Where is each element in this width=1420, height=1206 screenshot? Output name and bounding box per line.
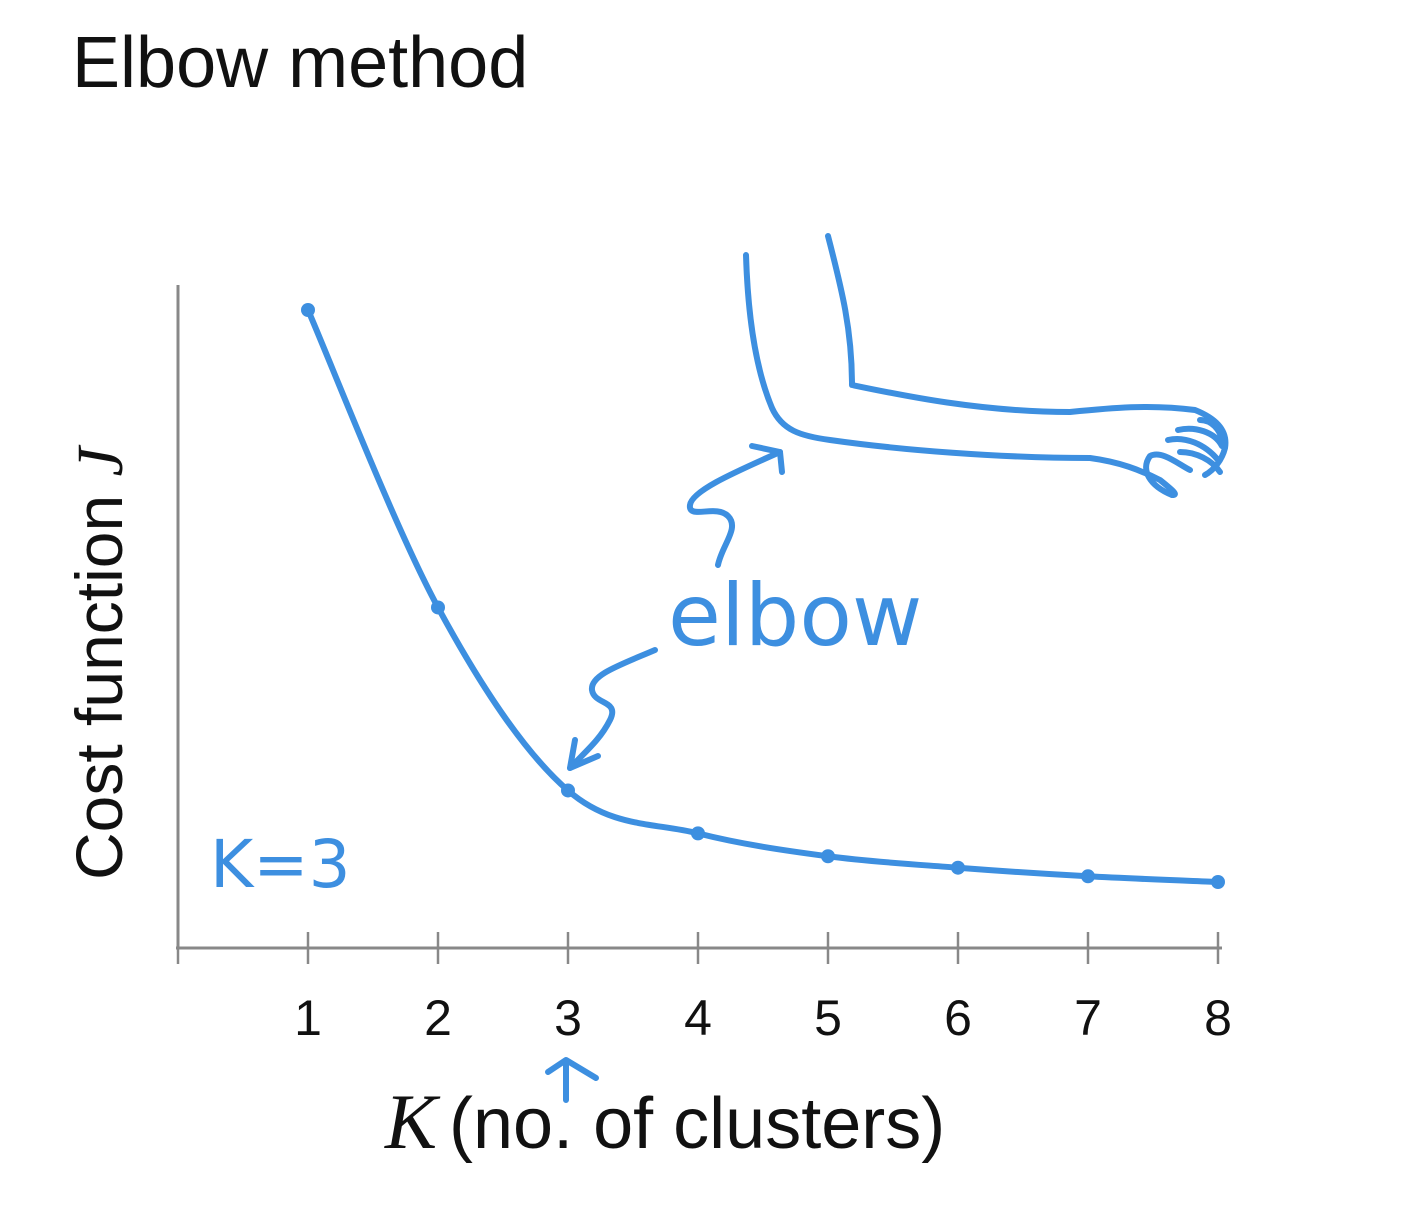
x-tick-label-1: 1	[294, 990, 322, 1046]
arrow-head-arm-elbow	[749, 443, 785, 475]
x-tick-label-7: 7	[1074, 990, 1102, 1046]
x-axis-label-var: K	[384, 1078, 441, 1165]
data-point-k5	[821, 849, 835, 864]
k-choice-annotation-label: K=3	[210, 826, 351, 903]
x-tick-label-5: 5	[814, 990, 842, 1046]
arrow-to-arm-elbow	[687, 449, 783, 568]
x-tick-labels: 1 2 3 4 5 6 7 8	[294, 990, 1232, 1046]
page-title: Elbow method	[72, 23, 529, 103]
x-tick-label-3: 3	[554, 990, 582, 1046]
y-axis-label: Cost function J	[62, 444, 137, 880]
arrow-head-curve-elbow	[567, 737, 601, 771]
x-axis-label-text: (no. of clusters)	[449, 1084, 945, 1164]
x-tick-label-2: 2	[424, 990, 452, 1046]
data-point-k7	[1081, 869, 1095, 884]
data-point-k1	[301, 303, 315, 317]
arrow-to-curve-elbow	[567, 647, 658, 771]
y-axis-label-text: Cost function	[62, 476, 136, 880]
data-point-k2	[431, 600, 445, 615]
y-axis-label-var: J	[64, 444, 137, 476]
x-ticks	[176, 932, 1220, 964]
arm-drawing	[743, 233, 1229, 498]
data-point-k4	[691, 826, 705, 841]
x-tick-label-6: 6	[944, 990, 972, 1046]
data-point-k6	[951, 860, 965, 875]
arrow-to-k3-tick	[545, 1057, 599, 1103]
data-point-k8	[1211, 875, 1225, 889]
x-tick-label-8: 8	[1204, 990, 1232, 1046]
data-points	[301, 303, 1225, 889]
data-point-k3	[561, 783, 575, 798]
x-axis-label: K (no. of clusters)	[384, 1078, 945, 1165]
elbow-annotation-label: elbow	[668, 566, 922, 666]
x-tick-label-4: 4	[684, 990, 712, 1046]
